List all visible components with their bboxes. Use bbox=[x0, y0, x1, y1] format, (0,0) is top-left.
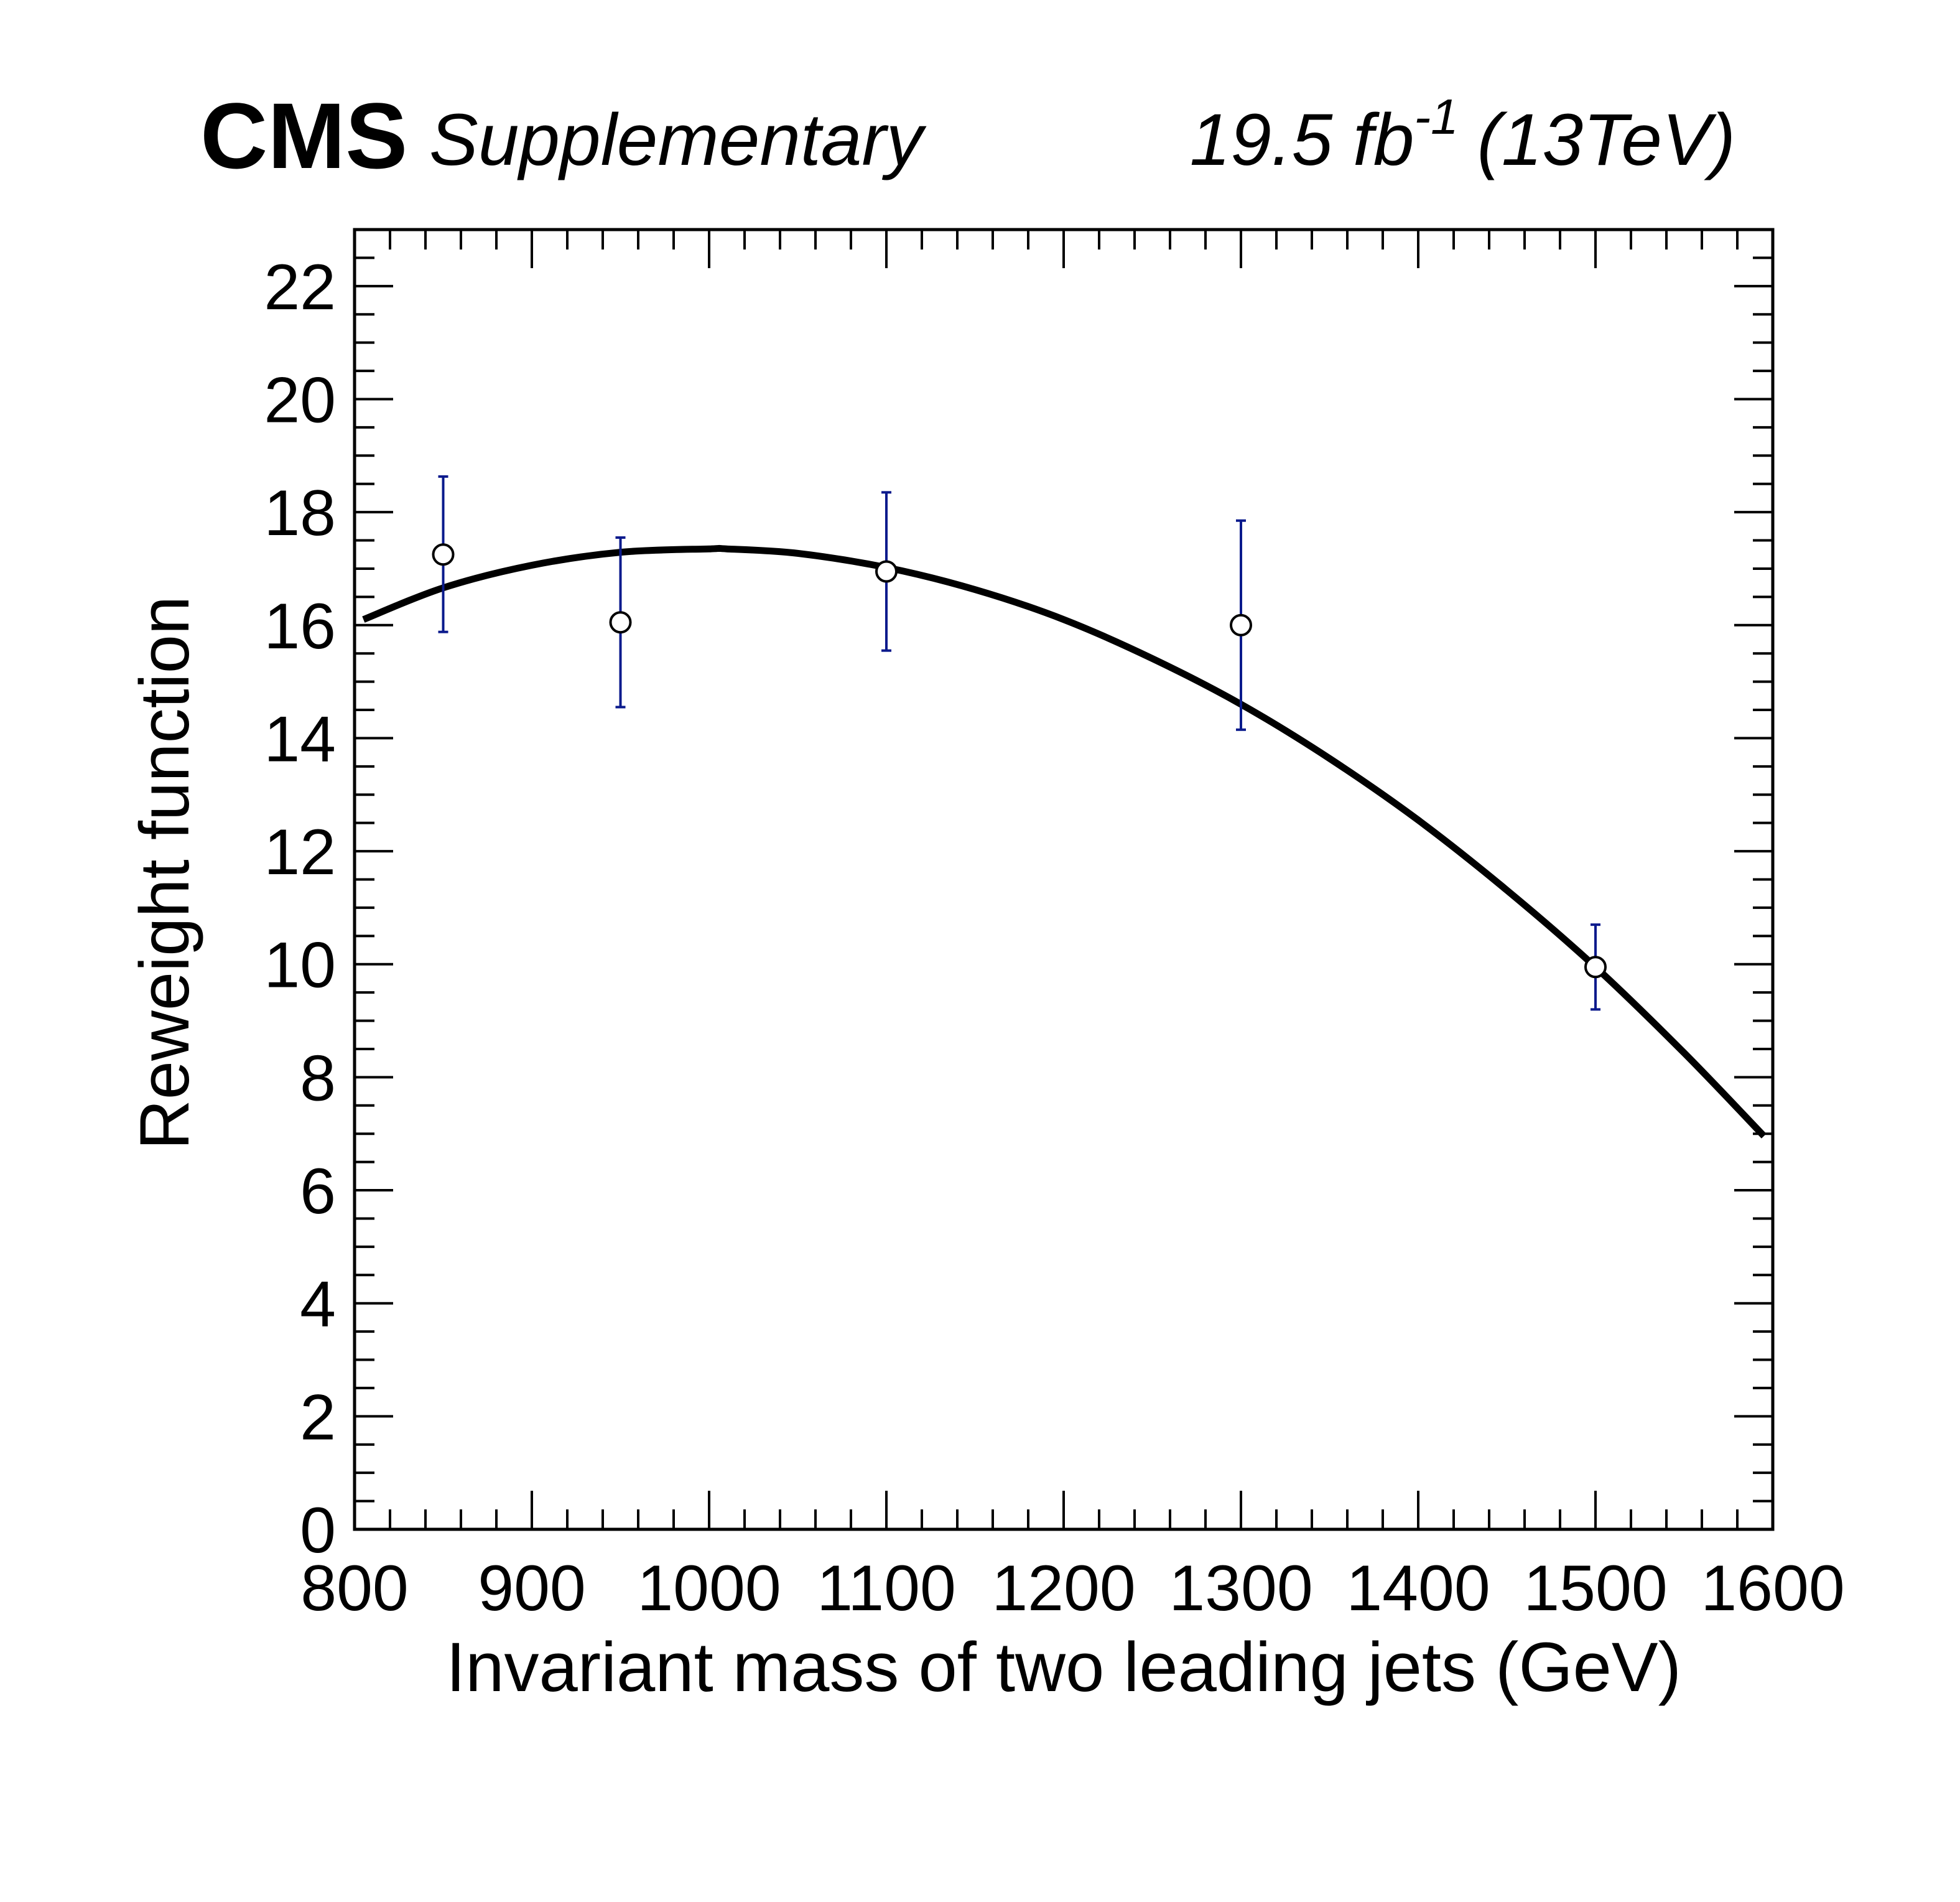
y-tick-label: 18 bbox=[264, 477, 336, 549]
data-point bbox=[1230, 519, 1252, 731]
y-tick-label: 14 bbox=[264, 703, 336, 775]
x-tick-label: 1500 bbox=[1523, 1552, 1667, 1625]
energy-label: (13TeV) bbox=[1477, 99, 1735, 181]
luminosity-exponent: -1 bbox=[1414, 89, 1458, 144]
point-marker bbox=[875, 560, 898, 583]
y-tick-label: 6 bbox=[300, 1155, 336, 1228]
plot-frame bbox=[353, 228, 1775, 1531]
experiment-label: CMS bbox=[200, 83, 407, 188]
y-axis-label: Reweight function bbox=[126, 596, 203, 1150]
luminosity-label: 19.5 fb-1 (13TeV) bbox=[1190, 89, 1735, 181]
data-point bbox=[1584, 923, 1607, 1011]
fit-curve bbox=[362, 544, 1767, 1139]
y-tick-label: 20 bbox=[264, 364, 336, 436]
y-tick-label: 22 bbox=[264, 251, 336, 324]
point-marker bbox=[609, 611, 632, 634]
status-label: Supplementary bbox=[429, 99, 927, 181]
x-tick-label: 800 bbox=[300, 1552, 409, 1625]
y-tick-label: 4 bbox=[300, 1269, 336, 1341]
point-marker bbox=[1230, 613, 1252, 636]
data-point bbox=[432, 475, 455, 633]
x-tick-labels: 800 900 1000 1100 1200 1300 1400 1500 1600 bbox=[300, 1552, 1844, 1625]
x-tick-label: 1000 bbox=[637, 1552, 781, 1625]
x-tick-label: 1300 bbox=[1169, 1552, 1312, 1625]
y-tick-label: 16 bbox=[264, 590, 336, 663]
luminosity-value: 19.5 fb bbox=[1190, 99, 1414, 181]
y-tick-label: 10 bbox=[264, 930, 336, 1002]
y-tick-label: 12 bbox=[264, 816, 336, 888]
x-tick-label: 1400 bbox=[1346, 1552, 1490, 1625]
axis-ticks bbox=[353, 228, 1774, 1531]
data-point bbox=[609, 536, 632, 709]
point-marker bbox=[1584, 956, 1607, 979]
x-tick-label: 1200 bbox=[992, 1552, 1135, 1625]
y-tick-label: 8 bbox=[300, 1042, 336, 1114]
x-tick-label: 900 bbox=[478, 1552, 586, 1625]
x-tick-label: 1600 bbox=[1701, 1552, 1844, 1625]
y-tick-label: 2 bbox=[300, 1381, 336, 1453]
point-marker bbox=[432, 543, 455, 566]
x-tick-label: 1100 bbox=[817, 1552, 956, 1625]
y-tick-labels: 0 2 4 6 8 10 12 14 16 18 20 22 bbox=[264, 251, 336, 1567]
data-point bbox=[875, 491, 898, 652]
data-points bbox=[432, 475, 1607, 1011]
x-axis-label: Invariant mass of two leading jets (GeV) bbox=[446, 1628, 1681, 1706]
y-tick-label: 0 bbox=[300, 1494, 336, 1567]
